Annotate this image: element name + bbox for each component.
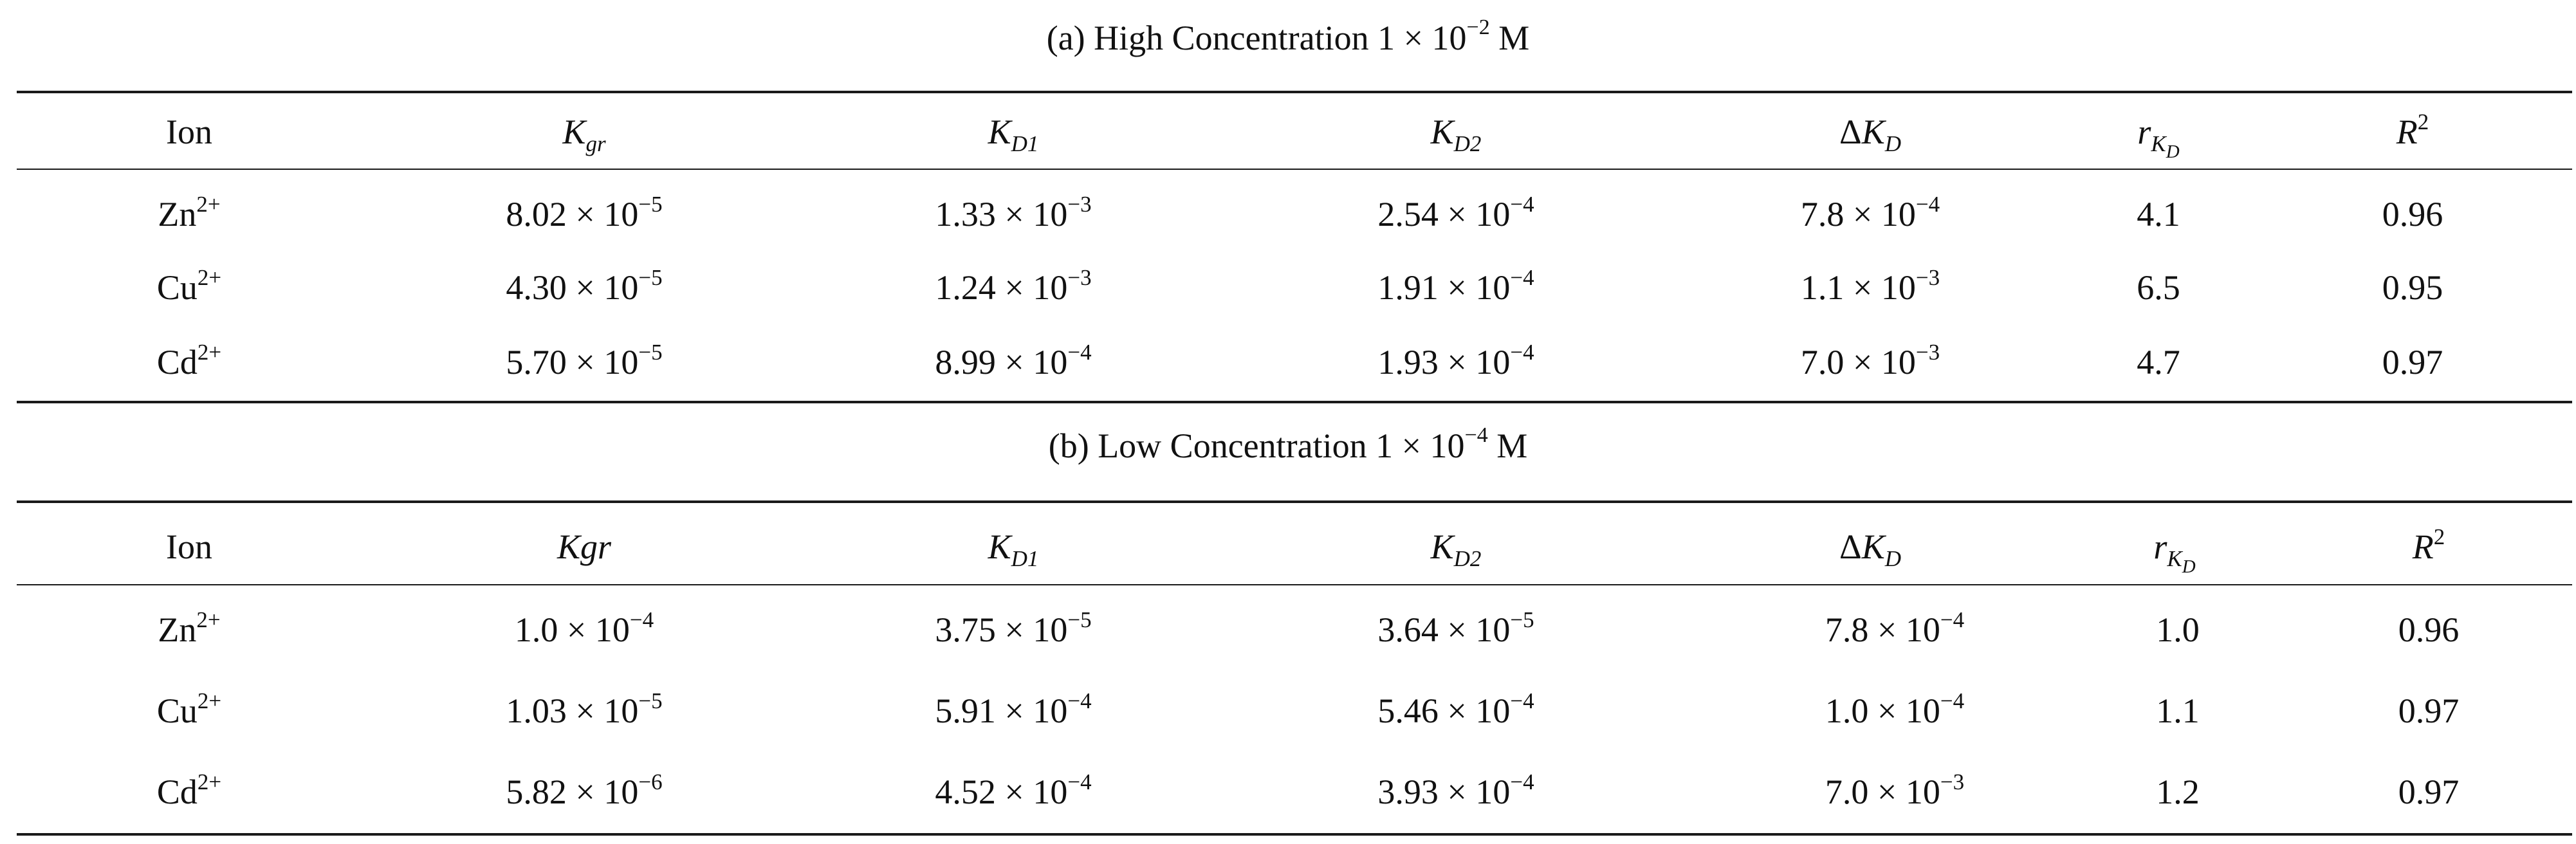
header-kd1: KD1 [988,113,1039,156]
kd1-cell: 5.91 × 10−4 [935,688,1092,730]
r-squared-cell: 0.97 [2398,773,2460,811]
table-b-bottom-rule [17,833,2572,836]
ion-cell: Cd2+ [156,340,222,381]
delta-kd-cell: 7.8 × 10−4 [1825,607,1965,649]
ion-cell: Cu2+ [156,688,222,730]
r-kd-cell: 6.5 [2137,268,2180,307]
header-r-squared: R2 [2412,524,2445,566]
r-kd-cell: 4.1 [2137,195,2180,234]
kd1-cell: 4.52 × 10−4 [935,769,1092,811]
kd1-cell: 1.24 × 10−3 [935,265,1092,307]
table-b-header-row: Ion Kgr KD1 KD2 ΔKD rKD R2 [0,524,2576,577]
delta-kd-cell: 1.0 × 10−4 [1825,688,1965,730]
table-a-caption: (a) High Concentration 1 × 10−2 M [1046,15,1530,58]
kgr-cell: 5.70 × 10−5 [506,340,663,381]
kgr-cell: 1.0 × 10−4 [514,607,654,649]
ion-cell: Cd2+ [156,769,222,811]
delta-kd-cell: 1.1 × 10−3 [1800,265,1940,307]
kgr-cell: 5.82 × 10−6 [506,769,663,811]
header-r-kd: rKD [2137,113,2180,162]
kd2-cell: 3.64 × 10−5 [1377,607,1534,649]
header-kgr: Kgr [557,528,612,566]
table-a-header-rule [17,169,2572,170]
r-squared-cell: 0.97 [2382,343,2443,381]
r-squared-cell: 0.95 [2382,268,2443,307]
table-a-bottom-rule [17,401,2572,403]
r-squared-cell: 0.97 [2398,692,2460,730]
kd1-cell: 1.33 × 10−3 [935,192,1092,234]
table-row: Cu2+ 1.03 × 10−5 5.91 × 10−4 5.46 × 10−4… [0,688,2576,733]
delta-kd-cell: 7.8 × 10−4 [1800,192,1940,234]
delta-kd-cell: 7.0 × 10−3 [1825,769,1965,811]
header-r-kd: rKD [2153,528,2196,577]
r-kd-cell: 1.0 [2156,610,2200,649]
kd1-cell: 8.99 × 10−4 [935,340,1092,381]
table-b-caption: (b) Low Concentration 1 × 10−4 M [1048,423,1528,466]
ion-cell: Cu2+ [156,265,222,307]
header-delta-kd: ΔKD [1839,528,1902,571]
kd2-cell: 3.93 × 10−4 [1377,769,1534,811]
r-kd-cell: 1.1 [2156,692,2200,730]
table-row: Zn2+ 8.02 × 10−5 1.33 × 10−3 2.54 × 10−4… [0,192,2576,237]
table-b-header-rule [17,584,2572,585]
r-squared-cell: 0.96 [2398,610,2460,649]
header-kd1: KD1 [988,528,1039,571]
kd2-cell: 1.91 × 10−4 [1377,265,1534,307]
table-row: Zn2+ 1.0 × 10−4 3.75 × 10−5 3.64 × 10−5 … [0,607,2576,652]
table-a-header-row: Ion Kgr KD1 KD2 ΔKD rKD R2 [0,109,2576,162]
table-b-top-rule [17,500,2572,503]
table-row: Cd2+ 5.70 × 10−5 8.99 × 10−4 1.93 × 10−4… [0,340,2576,385]
header-kgr: Kgr [562,113,606,156]
header-r-squared: R2 [2396,109,2429,151]
header-ion: Ion [166,113,212,151]
r-kd-cell: 4.7 [2137,343,2180,381]
table-row: Cu2+ 4.30 × 10−5 1.24 × 10−3 1.91 × 10−4… [0,265,2576,310]
kgr-cell: 8.02 × 10−5 [506,192,663,234]
header-ion: Ion [166,528,212,566]
delta-kd-cell: 7.0 × 10−3 [1800,340,1940,381]
header-delta-kd: ΔKD [1839,113,1902,156]
kgr-cell: 1.03 × 10−5 [506,688,663,730]
kd2-cell: 2.54 × 10−4 [1377,192,1534,234]
ion-cell: Zn2+ [158,192,221,234]
table-row: Cd2+ 5.82 × 10−6 4.52 × 10−4 3.93 × 10−4… [0,769,2576,814]
r-kd-cell: 1.2 [2156,773,2200,811]
header-kd2: KD2 [1430,528,1482,571]
r-squared-cell: 0.96 [2382,195,2443,234]
kd1-cell: 3.75 × 10−5 [935,607,1092,649]
kd2-cell: 1.93 × 10−4 [1377,340,1534,381]
ion-cell: Zn2+ [158,607,221,649]
header-kd2: KD2 [1430,113,1482,156]
kgr-cell: 4.30 × 10−5 [506,265,663,307]
kd2-cell: 5.46 × 10−4 [1377,688,1534,730]
table-a-top-rule [17,91,2572,93]
